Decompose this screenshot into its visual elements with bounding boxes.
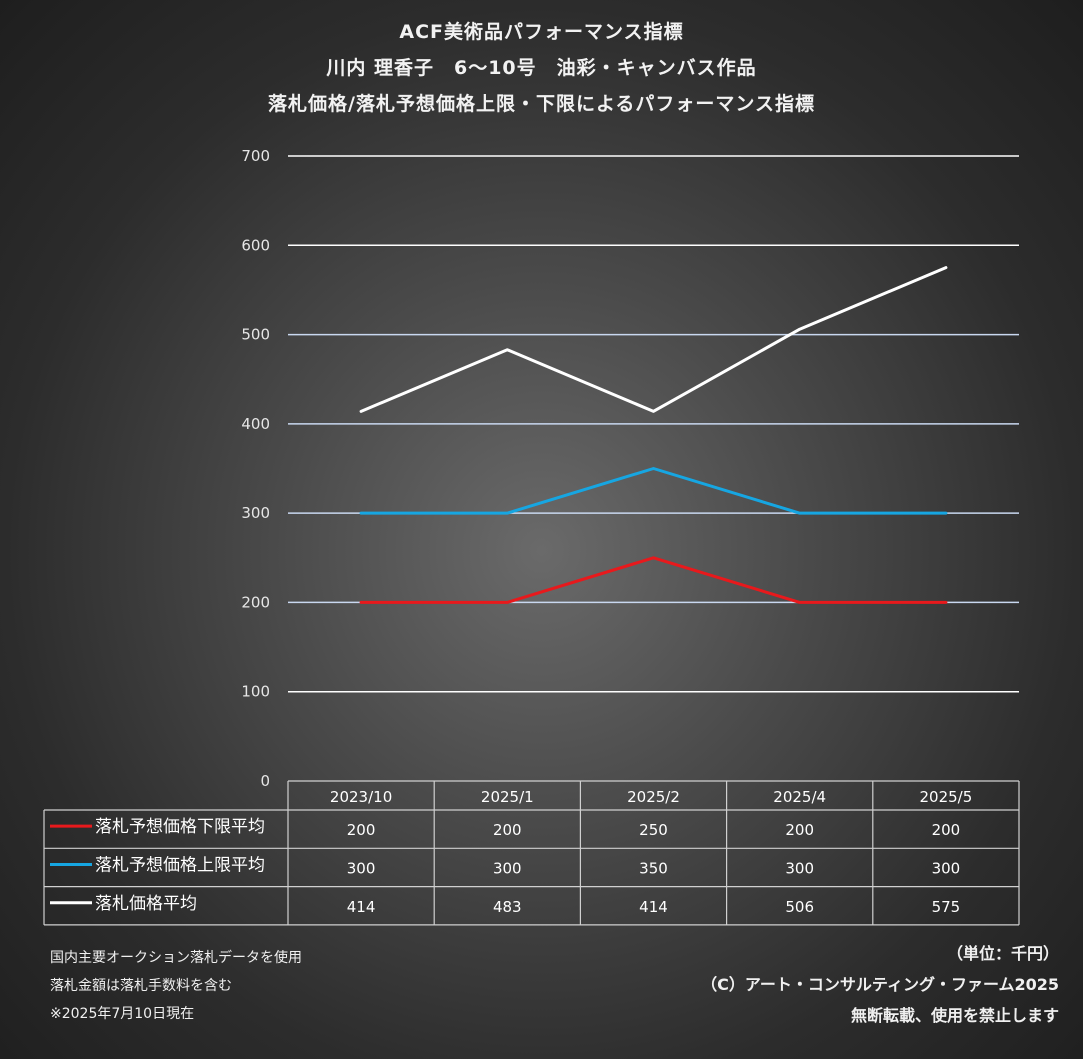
title-line-2: 川内 理香子 6～10号 油彩・キャンバス作品 (326, 57, 757, 79)
chart-title: ACF美術品パフォーマンス指標 川内 理香子 6～10号 油彩・キャンバス作品 … (0, 14, 1083, 122)
category-label: 2025/5 (920, 788, 973, 806)
series-line-2 (359, 467, 948, 515)
series-line-3 (359, 266, 948, 413)
legend-label: 落札予想価格上限平均 (95, 855, 265, 875)
legend-label: 落札予想価格下限平均 (95, 817, 265, 837)
data-value: 300 (347, 859, 376, 877)
y-tick-label: 400 (241, 415, 270, 433)
category-label: 2025/1 (481, 788, 534, 806)
category-label: 2025/2 (627, 788, 680, 806)
data-table: 2023/10 2025/1 2025/2 2025/4 2025/5 落札予想価格下限平… (43, 780, 1020, 926)
data-value: 200 (785, 821, 814, 839)
data-value: 250 (639, 821, 668, 839)
copyright-text: （C）アート・コンサルティング・ファーム2025 (701, 975, 1059, 994)
note-commission: 落札金額は落札手数料を含む (50, 978, 232, 994)
y-tick-label: 300 (241, 504, 270, 522)
data-value: 350 (639, 859, 668, 877)
y-tick-label: 500 (241, 326, 270, 344)
data-value: 414 (639, 898, 668, 916)
data-value: 483 (493, 898, 522, 916)
category-label: 2023/10 (330, 788, 392, 806)
y-tick-label: 200 (241, 593, 270, 611)
data-value: 200 (932, 821, 961, 839)
note-as-of-date: ※2025年7月10日現在 (50, 1006, 195, 1022)
data-value: 300 (932, 859, 961, 877)
data-value: 300 (493, 859, 522, 877)
y-tick-label: 0 (260, 772, 270, 790)
data-value: 300 (785, 859, 814, 877)
data-value: 200 (493, 821, 522, 839)
data-value: 575 (932, 898, 961, 916)
footer-credits: （単位：千円） （C）アート・コンサルティング・ファーム2025 無断転載、使用… (701, 938, 1059, 1031)
data-value: 414 (347, 898, 376, 916)
data-value: 506 (785, 898, 814, 916)
y-tick-label: 700 (241, 147, 270, 165)
unit-label: （単位：千円） (946, 944, 1059, 963)
category-label: 2025/4 (773, 788, 826, 806)
gridlines (288, 155, 1019, 693)
title-line-1: ACF美術品パフォーマンス指標 (399, 21, 684, 43)
data-value: 200 (347, 821, 376, 839)
y-tick-label: 600 (241, 236, 270, 254)
y-axis-ticks: 0 100 200 300 400 500 600 700 (241, 147, 270, 790)
note-data-source: 国内主要オークション落札データを使用 (50, 950, 302, 966)
footer-notes: 国内主要オークション落札データを使用 落札金額は落札手数料を含む ※2025年7… (50, 944, 302, 1028)
title-line-3: 落札価格/落札予想価格上限・下限によるパフォーマンス指標 (268, 93, 815, 115)
series-lines (359, 266, 948, 604)
y-tick-label: 100 (241, 683, 270, 701)
rights-notice: 無断転載、使用を禁止します (850, 1006, 1059, 1025)
legend-label: 落札価格平均 (95, 894, 197, 914)
series-line-1 (359, 556, 948, 604)
